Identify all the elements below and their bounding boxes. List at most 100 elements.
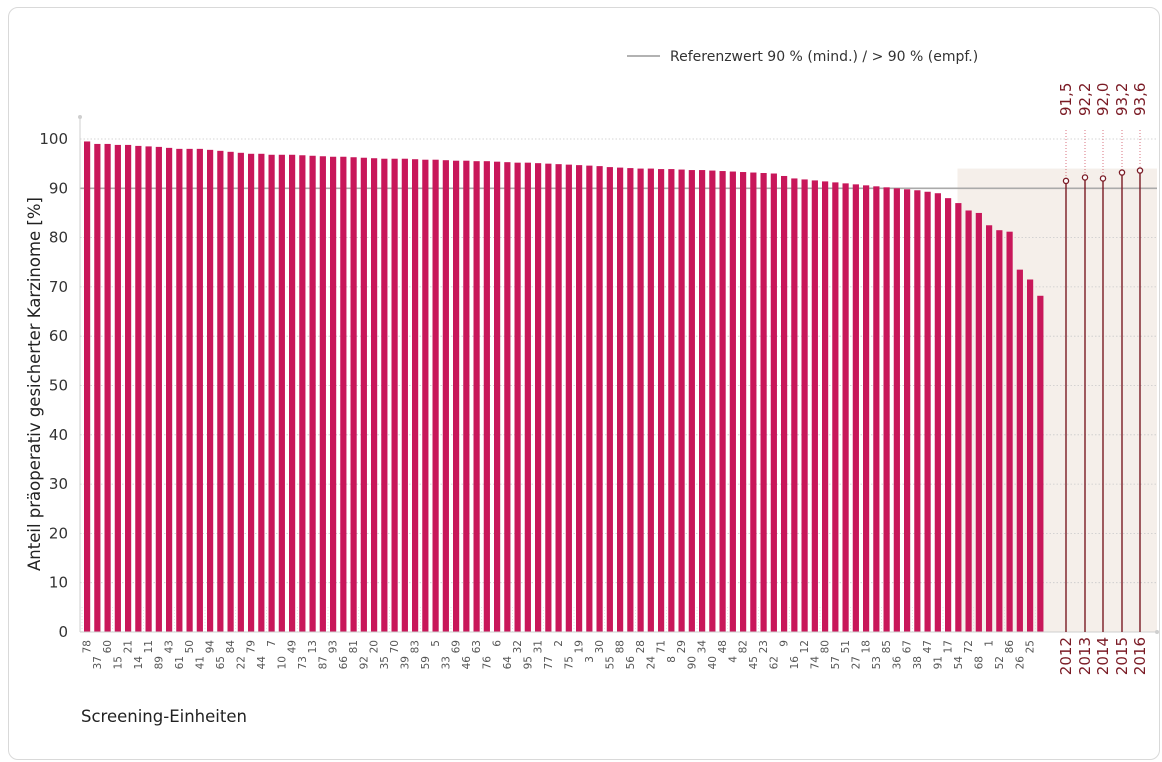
category-label: 75	[563, 656, 575, 669]
bar	[268, 154, 275, 632]
category-label: 26	[1014, 656, 1026, 670]
bar	[1037, 295, 1044, 632]
bar	[586, 165, 593, 632]
category-label: 49	[287, 640, 299, 653]
category-label: 32	[512, 640, 524, 653]
category-label: 23	[758, 640, 770, 653]
bar	[176, 148, 183, 633]
category-label: 33	[440, 656, 452, 669]
category-label: 3	[584, 656, 596, 663]
category-label: 48	[717, 640, 729, 653]
category-label: 64	[502, 656, 514, 670]
y-axis-label: Anteil präoperativ gesicherter Karzinome…	[25, 197, 44, 571]
bar	[381, 158, 388, 632]
category-label: 14	[133, 656, 145, 670]
bar	[340, 156, 347, 633]
year-marker-dot	[1062, 177, 1070, 185]
year-marker-dot	[1081, 174, 1089, 181]
category-label: 60	[102, 640, 114, 653]
category-label: 87	[317, 656, 329, 669]
bar	[155, 146, 162, 632]
bar	[688, 170, 695, 632]
category-label: 77	[543, 656, 555, 669]
bar	[135, 145, 142, 633]
category-label: 21	[123, 640, 135, 653]
category-label: 51	[840, 640, 852, 653]
category-label: 28	[635, 640, 647, 653]
category-label: 94	[205, 640, 217, 654]
bar	[893, 188, 900, 633]
category-label: 29	[676, 640, 688, 653]
bar	[750, 172, 757, 633]
bar	[740, 172, 747, 632]
bar	[207, 149, 214, 632]
category-label: 36	[891, 656, 903, 670]
category-label: 16	[789, 656, 801, 670]
category-label: 84	[225, 640, 237, 654]
x-axis-label: Screening-Einheiten	[81, 707, 247, 726]
category-label: 46	[461, 656, 473, 670]
bar	[760, 173, 767, 632]
category-label: 54	[953, 656, 965, 670]
bar	[606, 167, 613, 632]
y-tick-label: 30	[49, 475, 68, 493]
category-label: 76	[481, 656, 493, 670]
year-marker-dot	[1136, 167, 1144, 174]
bar	[596, 166, 603, 633]
bar	[842, 183, 849, 632]
category-label: 89	[153, 656, 165, 669]
category-label: 2	[553, 640, 565, 647]
bar	[791, 178, 798, 632]
category-label: 55	[604, 656, 616, 669]
category-label: 19	[574, 640, 586, 653]
bar	[1006, 231, 1013, 632]
bar	[822, 181, 829, 632]
bar	[309, 155, 316, 632]
bar	[524, 162, 531, 632]
category-label: 67	[902, 640, 914, 653]
category-label: 24	[645, 656, 657, 670]
bar	[647, 168, 654, 632]
bar	[432, 159, 439, 632]
category-label: 95	[522, 656, 534, 669]
category-label: 65	[215, 656, 227, 669]
year-value-label: 93,6	[1131, 83, 1149, 116]
bar	[473, 161, 480, 632]
bar	[863, 185, 870, 633]
bar	[299, 155, 306, 633]
category-label: 93	[328, 640, 340, 653]
bar	[504, 162, 511, 632]
bar	[186, 148, 193, 633]
category-label: 79	[246, 640, 258, 653]
bar	[955, 203, 962, 632]
bar	[770, 173, 777, 632]
category-label: 43	[164, 640, 176, 653]
bar	[576, 165, 583, 632]
category-label: 50	[184, 640, 196, 653]
bar	[699, 170, 706, 632]
category-label: 66	[338, 656, 350, 670]
bar	[330, 156, 337, 633]
category-label: 80	[820, 640, 832, 653]
y-tick-label: 0	[58, 623, 68, 641]
bar	[781, 175, 788, 632]
category-label: 56	[625, 656, 637, 670]
y-tick-label: 100	[39, 130, 68, 148]
category-label: 37	[92, 656, 104, 669]
y-tick-label: 60	[49, 327, 68, 345]
category-label: 1	[984, 640, 996, 647]
year-value-label: 92,2	[1076, 83, 1094, 116]
category-label: 81	[348, 640, 360, 653]
bar	[94, 143, 101, 632]
y-tick-label: 10	[49, 574, 68, 592]
bar	[678, 169, 685, 633]
category-label: 44	[256, 656, 268, 670]
year-label: 2015	[1113, 637, 1131, 675]
category-label: 91	[932, 656, 944, 669]
category-label: 4	[727, 656, 739, 663]
category-label: 18	[861, 640, 873, 653]
bar	[801, 179, 808, 632]
bar	[965, 210, 972, 633]
y-tick-label: 80	[49, 229, 68, 247]
